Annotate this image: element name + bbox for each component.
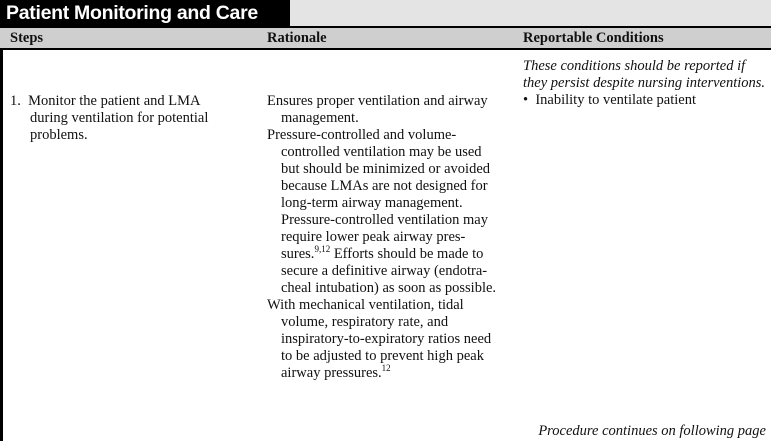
step-line: Monitor the patient and LMA — [28, 93, 201, 109]
rationale-text: sures. — [281, 246, 315, 262]
reportable-cell: These conditions should be reported if t… — [523, 58, 765, 109]
rationale-line: inspiratory-to-expiratory ratios need — [281, 331, 492, 347]
rationale-line: cheal intubation) as soon as possible. — [281, 280, 497, 296]
step-line: during ventilation for potential — [30, 110, 209, 126]
rationale-line: volume, respiratory rate, and — [281, 314, 449, 330]
rationale-text: airway pressures. — [281, 365, 382, 381]
rationale-line: require lower peak airway pres- — [281, 229, 466, 245]
reportable-item: • Inability to ventilate patient — [523, 92, 765, 109]
header-steps: Steps — [10, 30, 44, 46]
rationale-line: sures.9,12 Efforts should be made to — [267, 244, 496, 263]
continuation-note: Procedure continues on following page — [538, 423, 766, 439]
rationale-text: Efforts should be made to — [333, 246, 484, 262]
rationale-line: With mechanical ventilation, tidal — [267, 297, 464, 313]
rationale-line: long-term airway management. — [281, 195, 463, 211]
rationale-line: secure a definitive airway (endotra- — [281, 263, 488, 279]
rationale-line: controlled ventilation may be used — [281, 144, 482, 160]
rationale-line: Pressure-controlled and volume- — [267, 127, 457, 143]
table-left-border — [0, 50, 3, 441]
header-reportable: Reportable Conditions — [523, 30, 664, 46]
reportable-item-text: Inability to ventilate patient — [535, 92, 696, 108]
reference-superscript: 12 — [381, 363, 391, 374]
rationale-line: to be adjusted to prevent high peak — [281, 348, 484, 364]
rationale-line: but should be minimized or avoided — [281, 161, 491, 177]
rationale-cell: Ensures proper ventilation and airway ma… — [267, 93, 496, 382]
reportable-note: they persist despite nursing interventio… — [523, 75, 766, 91]
rationale-line: Pressure-controlled ventilation may — [281, 212, 488, 228]
step-1: 1. Monitor the patient and LMA during ve… — [10, 93, 208, 144]
reference-superscript: 9,12 — [314, 244, 331, 255]
step-line: problems. — [30, 127, 88, 143]
reportable-note: These conditions should be reported if — [523, 58, 746, 74]
rationale-line: management. — [281, 110, 359, 126]
bullet-icon: • — [523, 92, 529, 108]
rationale-line: airway pressures.12 — [267, 363, 496, 382]
rationale-line: because LMAs are not designed for — [281, 178, 488, 194]
header-rationale: Rationale — [267, 30, 327, 46]
section-title: Patient Monitoring and Care — [0, 0, 290, 26]
rationale-line: Ensures proper ventilation and airway — [267, 93, 488, 109]
step-number: 1. — [10, 93, 21, 109]
table-header: Steps Rationale Reportable Conditions — [0, 26, 771, 50]
